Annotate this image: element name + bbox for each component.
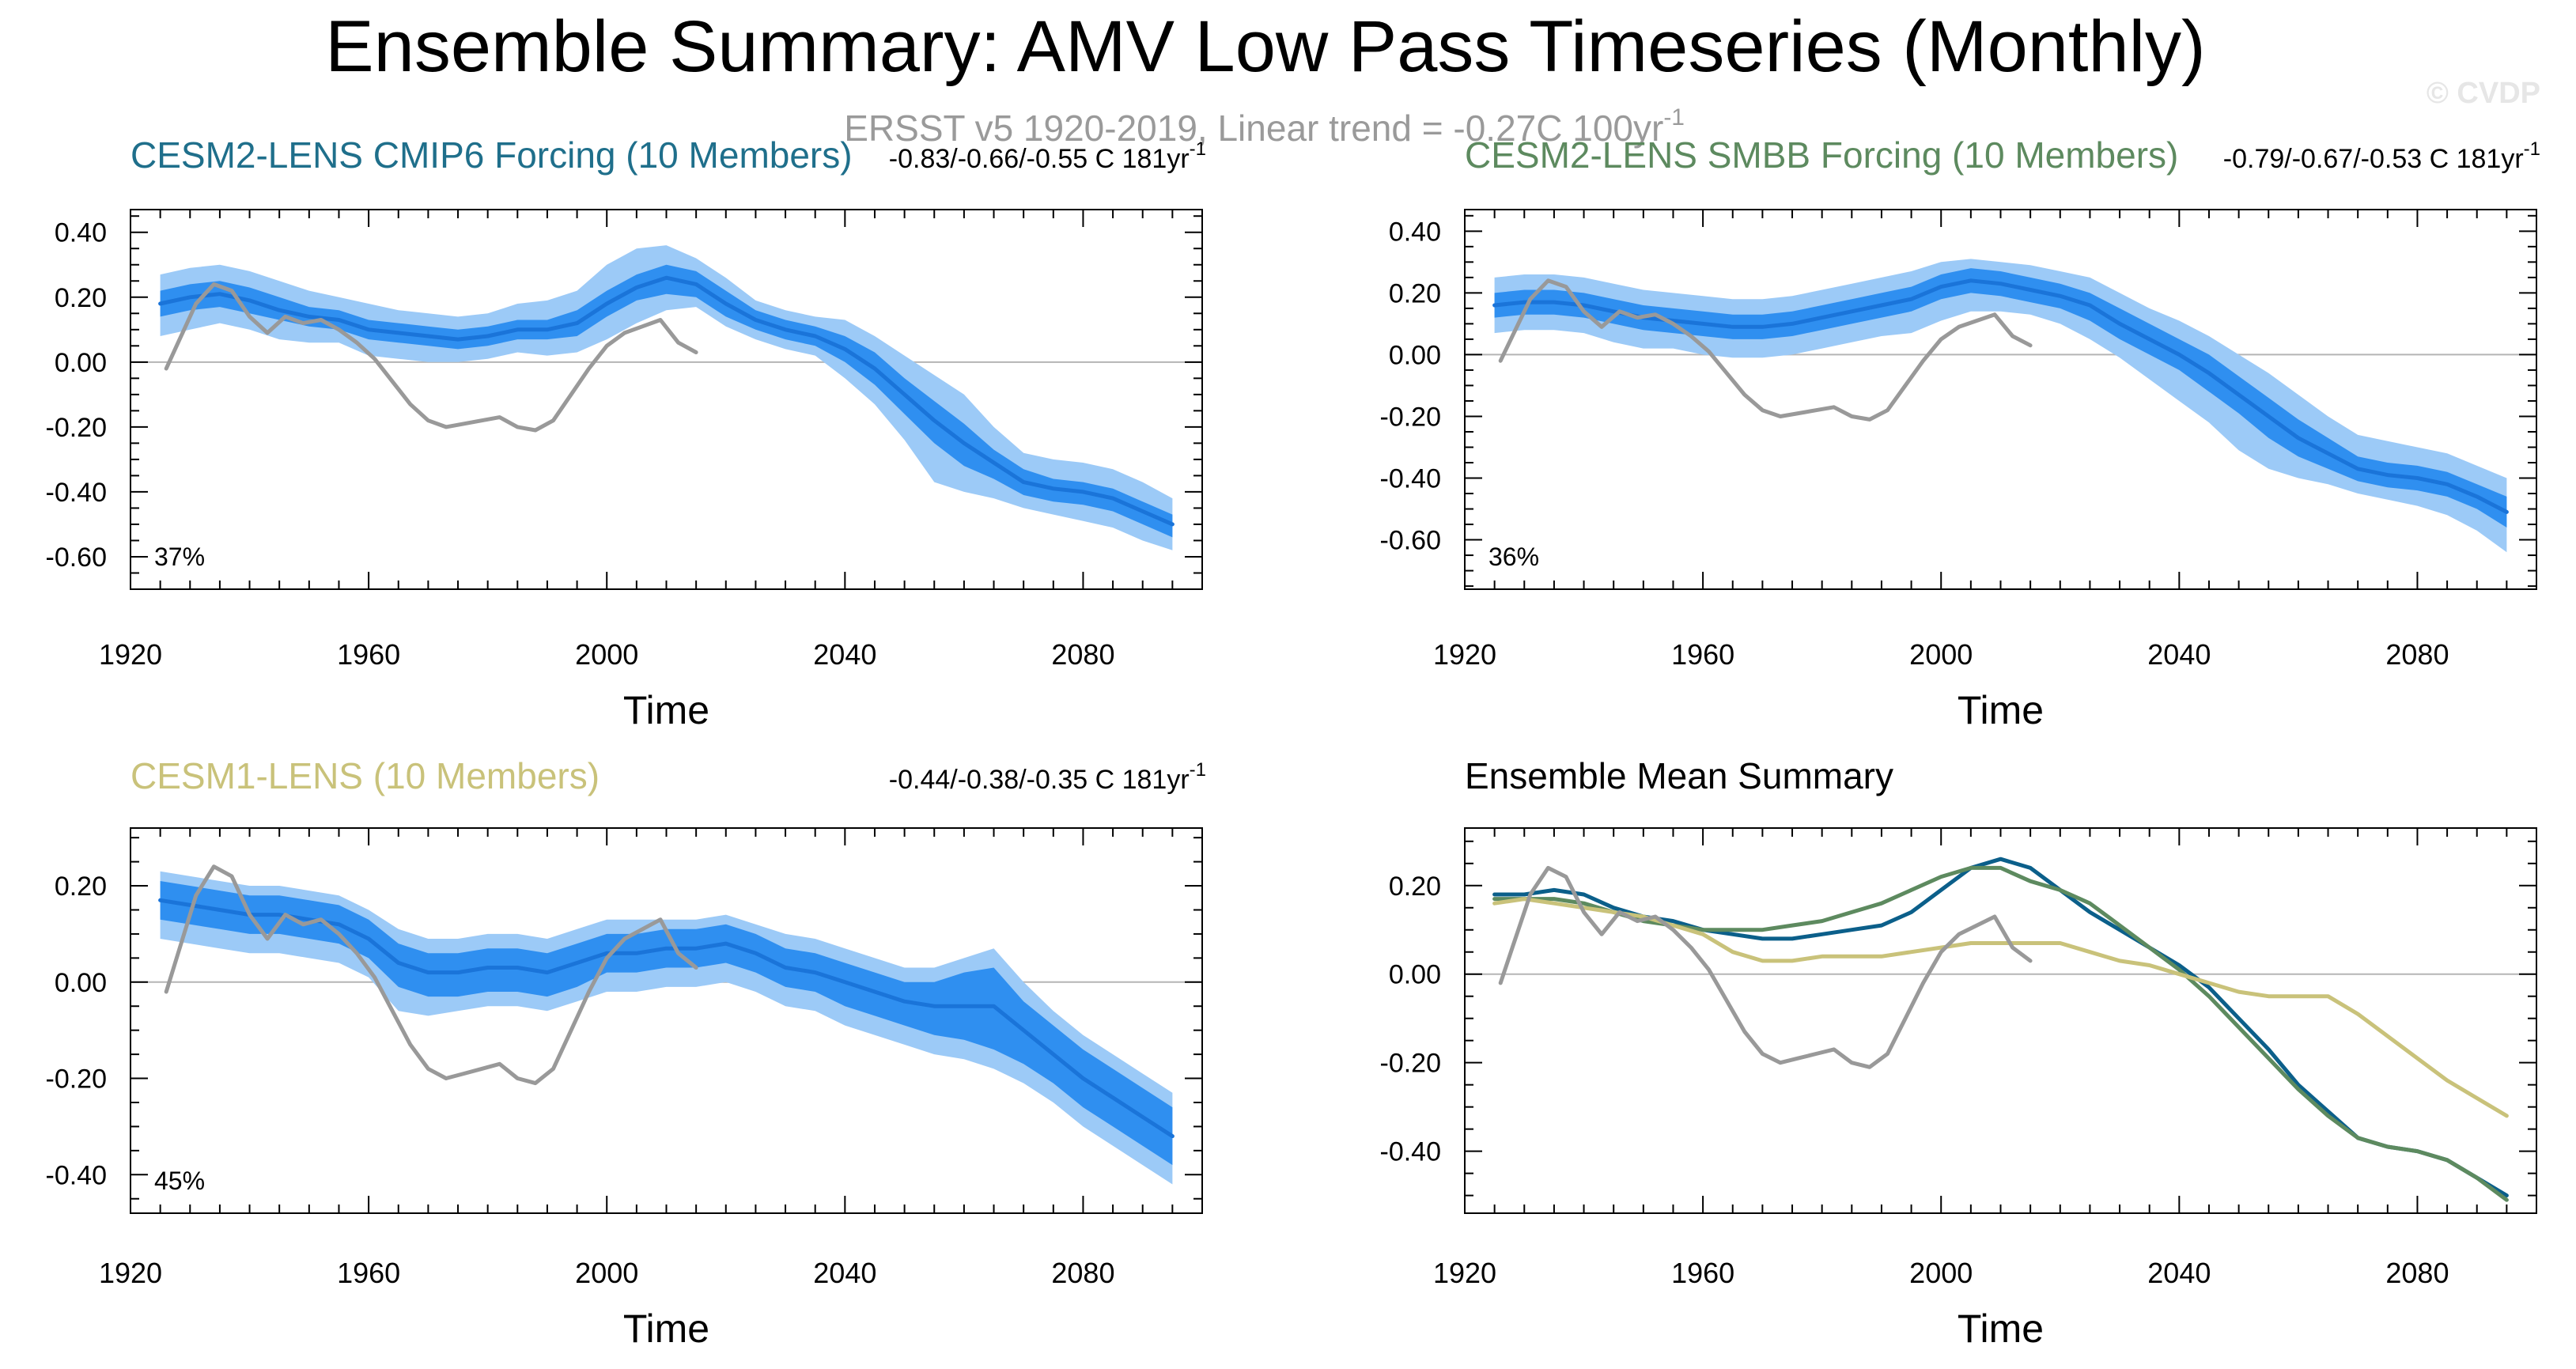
y-tick-label: 0.00 [1389,960,1441,990]
ensemble-mean-line [158,898,1175,1139]
ensemble-range-outer-band [1494,259,2507,553]
x-tick-label: 1920 [1433,1257,1496,1289]
panel-title: CESM2-LENS CMIP6 Forcing (10 Members) [131,134,853,176]
plot-area [1492,857,2509,1202]
series-line-cesm2-lens-cmip6-forcing [1492,857,2509,1198]
y-tick-label: -0.20 [46,413,108,443]
y-tick-label: -0.20 [1380,402,1442,432]
plot-area [158,245,1175,550]
ensemble-range-inner-band [1494,268,2507,528]
figure-title: Ensemble Summary: AMV Low Pass Timeserie… [325,6,2205,87]
x-tick-label: 2040 [813,638,876,671]
x-tick-label: 1960 [1671,1257,1734,1289]
watermark: © CVDP [2427,77,2540,110]
trend-summary: -0.83/-0.66/-0.55 C 181yr-1 [889,138,1206,174]
y-tick-label: -0.40 [1380,1137,1442,1167]
ensemble-range-inner-band [160,881,1173,1166]
y-tick-label: -0.60 [46,543,108,573]
panel-p2: -0.60 -0.40 -0.20 0.00 0.20 0.40 1920 1960 2000 2… [1380,134,2541,732]
trend-summary: -0.79/-0.67/-0.53 C 181yr-1 [2223,138,2540,174]
x-tick-label: 2000 [575,638,638,671]
percent-label: 36% [1488,543,1539,571]
x-tick-label: 2080 [1051,638,1114,671]
trend-superscript: -1 [2524,138,2540,160]
y-tick-label: -0.40 [46,1160,108,1190]
trend-superscript: -1 [1190,759,1206,781]
subtitle-text: ERSST v5 1920-2019, Linear trend = -0.27… [844,108,1663,149]
y-tick-label: 0.20 [1389,278,1441,308]
x-axis-label: Time [623,688,709,732]
y-tick-label: 0.20 [55,872,107,902]
x-tick-label: 2040 [813,1257,876,1289]
y-tick-label: 0.20 [1389,872,1441,902]
x-tick-label: 2080 [2385,638,2449,671]
x-tick-label: 1960 [337,1257,400,1289]
x-tick-label: 1920 [99,638,162,671]
y-tick-label: -0.20 [46,1065,108,1095]
series-line-cesm1-lens [1492,897,2509,1118]
panel-title: CESM1-LENS (10 Members) [131,755,600,796]
y-tick-label: 0.00 [1389,340,1441,370]
trend-superscript: -1 [1190,138,1206,160]
observed-ersst-line [164,864,698,1086]
y-tick-label: 0.20 [55,283,107,313]
y-tick-label: -0.20 [1380,1049,1442,1079]
x-axis-label: Time [623,1307,709,1351]
figure-subtitle: ERSST v5 1920-2019, Linear trend = -0.27… [844,104,1685,149]
y-tick-label: -0.40 [1380,464,1442,494]
percent-label: 45% [154,1167,205,1195]
panel-title: Ensemble Mean Summary [1465,755,1893,796]
y-tick-label: -0.60 [1380,526,1442,556]
y-tick-label: 0.00 [55,968,107,998]
trend-text: -0.44/-0.38/-0.35 C 181yr [889,765,1190,795]
x-tick-label: 2040 [2147,638,2211,671]
series-line-ersst-v5 [1498,865,2033,1069]
x-tick-label: 2000 [1909,1257,1973,1289]
observed-ersst-line [1498,278,2033,422]
x-axis-label: Time [1958,1307,2044,1351]
trend-text: -0.79/-0.67/-0.53 C 181yr [2223,144,2524,174]
panel-title: CESM2-LENS SMBB Forcing (10 Members) [1465,134,2178,176]
x-tick-label: 2040 [2147,1257,2211,1289]
x-tick-label: 2000 [1909,638,1973,671]
percent-label: 37% [154,543,205,571]
subtitle-superscript: -1 [1663,104,1685,130]
y-tick-label: 0.40 [1389,217,1441,247]
observed-ersst-line [164,282,698,433]
x-tick-label: 1960 [337,638,400,671]
plot-area [158,864,1175,1185]
x-tick-label: 2080 [2385,1257,2449,1289]
x-tick-label: 2000 [575,1257,638,1289]
plot-area [1492,259,2509,553]
plot-frame [1464,827,2537,1214]
ensemble-mean-line [158,275,1175,527]
x-axis-label: Time [1958,688,2044,732]
x-tick-label: 1920 [1433,638,1496,671]
panel-p1: -0.60 -0.40 -0.20 0.00 0.20 0.40 1920 1960 2000 2… [46,134,1207,732]
ensemble-range-outer-band [160,245,1173,550]
y-tick-label: -0.40 [46,478,108,508]
trend-summary: -0.44/-0.38/-0.35 C 181yr-1 [889,759,1206,795]
trend-text: -0.83/-0.66/-0.55 C 181yr [889,144,1190,174]
y-tick-label: 0.00 [55,348,107,378]
x-tick-label: 1920 [99,1257,162,1289]
x-tick-label: 1960 [1671,638,1734,671]
x-tick-label: 2080 [1051,1257,1114,1289]
panel-p3: -0.40 -0.20 0.00 0.20 1920 1960 2000 2040 2080 Ti… [46,755,1207,1351]
y-tick-label: 0.40 [55,218,107,248]
panel-p4: -0.40 -0.20 0.00 0.20 1920 1960 2000 2040 2080 Ti… [1380,755,2537,1351]
